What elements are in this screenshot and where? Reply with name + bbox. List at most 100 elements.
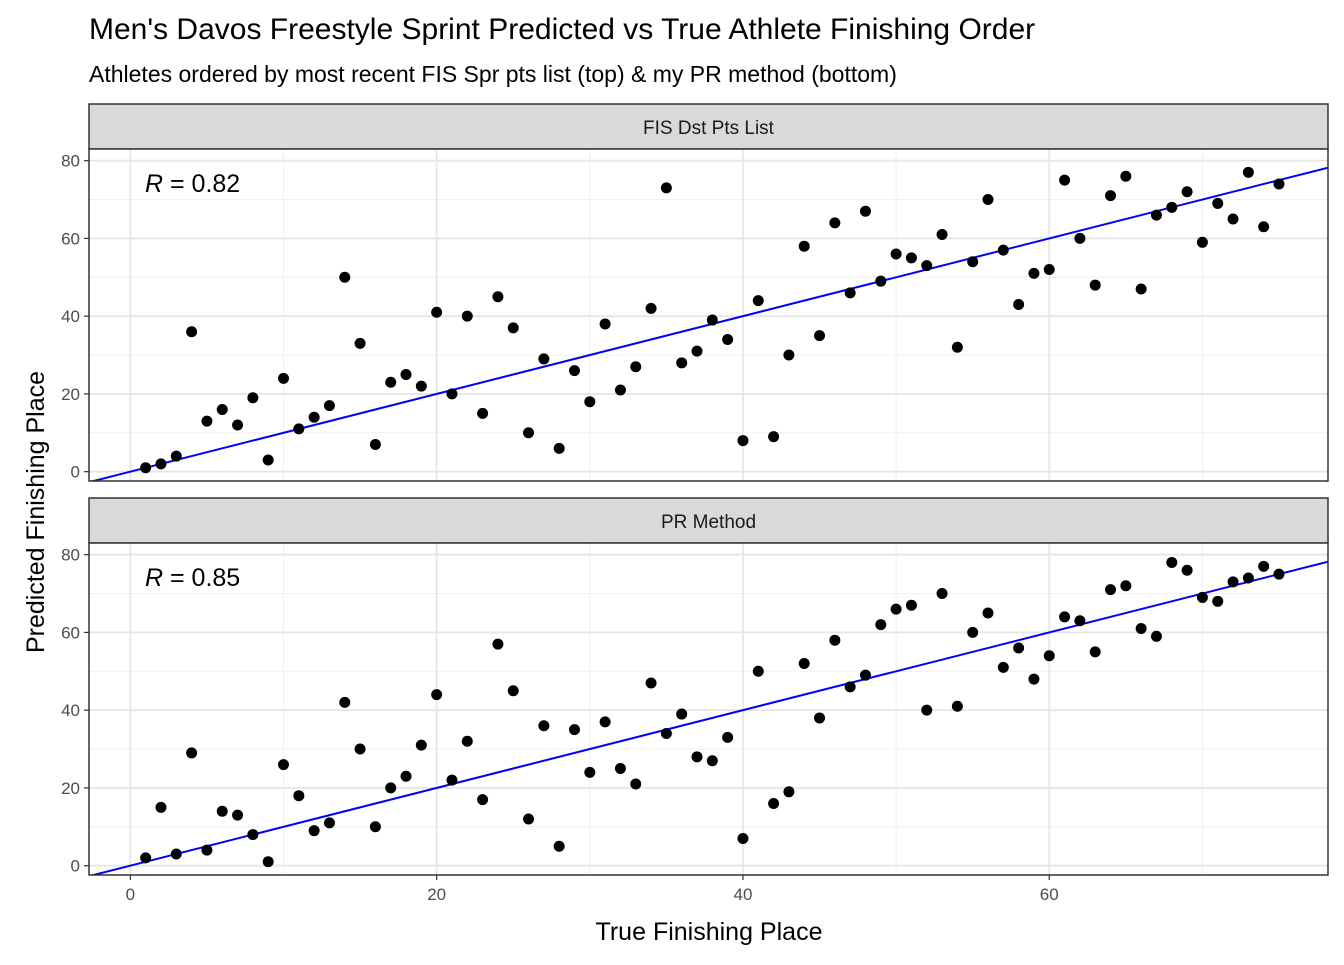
data-point (737, 435, 749, 447)
data-point (308, 825, 320, 837)
data-point (1105, 190, 1117, 202)
data-point (201, 415, 213, 427)
x-tick-label: 40 (733, 885, 752, 904)
data-point (140, 852, 152, 864)
facet-strip (88, 103, 1329, 150)
data-point (1273, 178, 1285, 190)
data-point (829, 217, 841, 229)
data-point (584, 766, 596, 778)
data-point (461, 735, 473, 747)
data-point (798, 240, 810, 252)
data-point (967, 626, 979, 638)
data-point (660, 727, 672, 739)
data-point (1150, 209, 1162, 221)
data-point (369, 821, 381, 833)
facet-strip-label: PR Method (661, 512, 756, 533)
data-point (170, 848, 182, 860)
data-point (1258, 221, 1270, 233)
panel-background (89, 543, 1328, 875)
x-tick-label: 20 (427, 885, 446, 904)
data-point (354, 743, 366, 755)
data-point (568, 365, 580, 377)
data-point (1059, 174, 1071, 186)
correlation-label: R = 0.82 (145, 170, 240, 198)
x-tick-label: 60 (1040, 885, 1059, 904)
data-point (1227, 576, 1239, 588)
facet-panel: FIS Dst Pts List 0 20 40 60 80 R = 0.82 (61, 103, 1329, 482)
y-tick-label: 80 (61, 546, 80, 565)
data-point (1258, 560, 1270, 572)
facet-strip (88, 497, 1329, 544)
data-point (676, 708, 688, 720)
y-tick-label: 40 (61, 307, 80, 326)
data-point (859, 205, 871, 217)
data-point (308, 411, 320, 423)
data-point (614, 384, 626, 396)
panel-border (88, 542, 1329, 876)
data-point (936, 229, 948, 241)
data-point (232, 419, 244, 431)
y-tick-label: 80 (61, 152, 80, 171)
data-point (722, 333, 734, 345)
data-point (415, 739, 427, 751)
data-point (982, 607, 994, 619)
data-point (691, 751, 703, 763)
panel-background (89, 149, 1328, 481)
correlation-label: R = 0.85 (145, 564, 240, 592)
data-point (814, 712, 826, 724)
data-point (1196, 236, 1208, 248)
data-point (1135, 283, 1147, 295)
data-point (1089, 279, 1101, 291)
data-point (890, 248, 902, 260)
data-point (722, 731, 734, 743)
data-point (951, 700, 963, 712)
data-point (323, 817, 335, 829)
data-point (890, 603, 902, 615)
data-point (507, 685, 519, 697)
data-point (584, 396, 596, 408)
data-point (752, 295, 764, 307)
data-point (1120, 170, 1132, 182)
data-point (1043, 650, 1055, 662)
data-point (155, 801, 167, 813)
y-axis-title: Predicted Finishing Place (22, 371, 50, 653)
y-tick-label: 60 (61, 623, 80, 642)
data-point (905, 252, 917, 264)
data-point (599, 716, 611, 728)
data-point (737, 832, 749, 844)
panel-content (89, 166, 1328, 481)
data-point (492, 291, 504, 303)
data-point (1028, 267, 1040, 279)
data-point (461, 310, 473, 322)
data-point (1166, 201, 1178, 213)
data-point (1013, 299, 1025, 311)
data-point (875, 275, 887, 287)
facet-panel: PR Method 0 20 40 60 80 R = 0.85 0 20 40 60 (61, 497, 1329, 904)
data-point (752, 665, 764, 677)
data-point (400, 368, 412, 380)
data-point (247, 392, 259, 404)
data-point (523, 427, 535, 439)
data-point (1166, 556, 1178, 568)
panel-content (89, 556, 1328, 875)
data-point (768, 431, 780, 443)
data-point (921, 260, 933, 272)
y-tick-label: 20 (61, 385, 80, 404)
data-point (982, 194, 994, 206)
data-point (967, 256, 979, 268)
data-point (262, 454, 274, 466)
data-point (875, 619, 887, 631)
data-point (798, 658, 810, 670)
data-point (385, 782, 397, 794)
data-point (553, 442, 565, 454)
data-point (630, 778, 642, 790)
data-point (431, 306, 443, 318)
data-point (844, 287, 856, 299)
data-point (477, 407, 489, 419)
data-point (783, 786, 795, 798)
data-point (1105, 584, 1117, 596)
data-point (293, 423, 305, 435)
data-point (829, 634, 841, 646)
data-point (844, 681, 856, 693)
data-point (323, 400, 335, 412)
